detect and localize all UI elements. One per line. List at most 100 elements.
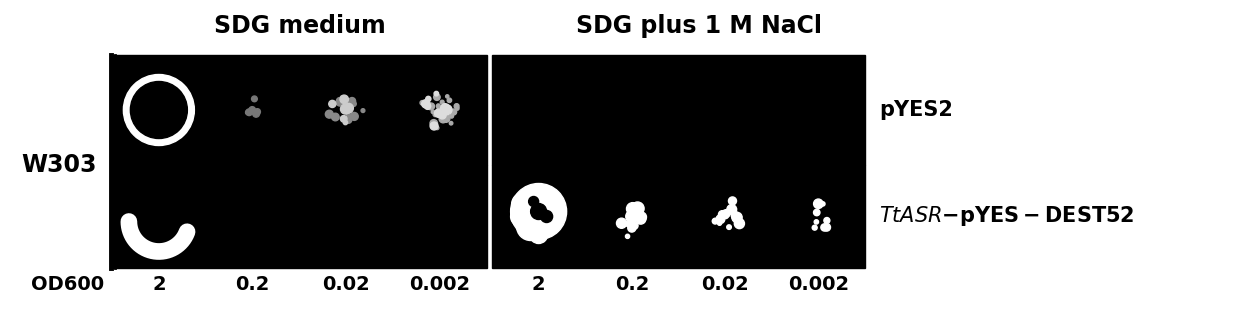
Circle shape	[443, 105, 445, 108]
Circle shape	[728, 197, 737, 205]
Circle shape	[626, 210, 639, 223]
Circle shape	[723, 213, 728, 218]
Circle shape	[434, 94, 440, 100]
Text: SDG plus 1 M NaCl: SDG plus 1 M NaCl	[575, 14, 821, 38]
Circle shape	[246, 109, 253, 115]
Circle shape	[434, 109, 443, 117]
Circle shape	[425, 96, 432, 101]
Circle shape	[246, 110, 250, 115]
Circle shape	[821, 224, 828, 231]
Circle shape	[424, 103, 430, 109]
Circle shape	[626, 221, 632, 227]
Circle shape	[823, 223, 831, 231]
Circle shape	[732, 212, 743, 223]
Circle shape	[125, 218, 133, 225]
Bar	[112, 55, 487, 165]
Circle shape	[722, 210, 730, 218]
Circle shape	[254, 109, 260, 115]
Circle shape	[538, 188, 559, 208]
Circle shape	[439, 115, 448, 123]
Circle shape	[439, 106, 443, 110]
Circle shape	[454, 104, 459, 109]
Circle shape	[443, 105, 453, 115]
Circle shape	[336, 98, 343, 104]
Circle shape	[348, 98, 356, 105]
Circle shape	[529, 225, 548, 244]
Circle shape	[734, 218, 744, 228]
Circle shape	[732, 212, 739, 219]
Circle shape	[440, 104, 450, 113]
Circle shape	[715, 215, 725, 223]
Circle shape	[340, 95, 348, 104]
Circle shape	[249, 107, 255, 113]
Bar	[492, 165, 866, 268]
Circle shape	[253, 110, 259, 117]
Circle shape	[718, 221, 722, 225]
Circle shape	[347, 107, 351, 111]
Circle shape	[343, 106, 348, 111]
Circle shape	[422, 100, 430, 108]
Circle shape	[343, 103, 353, 113]
Circle shape	[345, 116, 352, 123]
Circle shape	[718, 211, 725, 218]
Circle shape	[512, 192, 536, 217]
Circle shape	[252, 96, 257, 102]
Circle shape	[436, 104, 440, 108]
Text: 0.002: 0.002	[409, 275, 471, 295]
Circle shape	[420, 100, 424, 105]
Circle shape	[635, 214, 646, 224]
Circle shape	[345, 106, 348, 110]
Circle shape	[626, 203, 639, 215]
Bar	[112, 165, 487, 268]
Circle shape	[517, 213, 544, 240]
Circle shape	[727, 225, 732, 229]
Text: 0.2: 0.2	[236, 275, 270, 295]
Circle shape	[541, 211, 553, 223]
Circle shape	[511, 183, 567, 239]
Circle shape	[341, 96, 348, 104]
Circle shape	[433, 112, 438, 117]
Text: 2: 2	[153, 275, 166, 295]
Text: 0.002: 0.002	[787, 275, 849, 295]
Circle shape	[539, 211, 562, 233]
Circle shape	[630, 210, 640, 220]
Text: 0.02: 0.02	[322, 275, 371, 295]
Circle shape	[630, 212, 636, 218]
Circle shape	[436, 106, 440, 109]
Circle shape	[511, 207, 531, 227]
Circle shape	[441, 108, 445, 112]
Circle shape	[625, 234, 630, 239]
Circle shape	[428, 103, 434, 110]
Circle shape	[430, 122, 438, 130]
Circle shape	[345, 119, 347, 122]
Circle shape	[340, 95, 346, 101]
Circle shape	[631, 202, 644, 215]
Text: 0.2: 0.2	[615, 275, 649, 295]
Circle shape	[441, 115, 450, 122]
Circle shape	[343, 120, 347, 125]
Circle shape	[341, 104, 351, 114]
Circle shape	[727, 205, 737, 214]
Text: 0.02: 0.02	[702, 275, 749, 295]
Circle shape	[351, 100, 355, 103]
Circle shape	[430, 120, 438, 127]
Text: SDG medium: SDG medium	[213, 14, 386, 38]
Text: 2: 2	[532, 275, 546, 295]
Circle shape	[823, 218, 830, 223]
Circle shape	[123, 74, 195, 146]
Circle shape	[350, 112, 358, 121]
Circle shape	[331, 113, 340, 121]
Circle shape	[428, 106, 432, 110]
Circle shape	[425, 105, 430, 109]
Circle shape	[351, 101, 356, 106]
Circle shape	[336, 99, 343, 106]
Circle shape	[450, 114, 454, 118]
Circle shape	[434, 91, 439, 96]
Circle shape	[450, 109, 456, 115]
Text: OD600: OD600	[31, 275, 104, 295]
Circle shape	[445, 95, 449, 98]
Circle shape	[439, 111, 446, 119]
Circle shape	[346, 112, 350, 116]
Circle shape	[325, 110, 334, 118]
Circle shape	[432, 110, 435, 114]
